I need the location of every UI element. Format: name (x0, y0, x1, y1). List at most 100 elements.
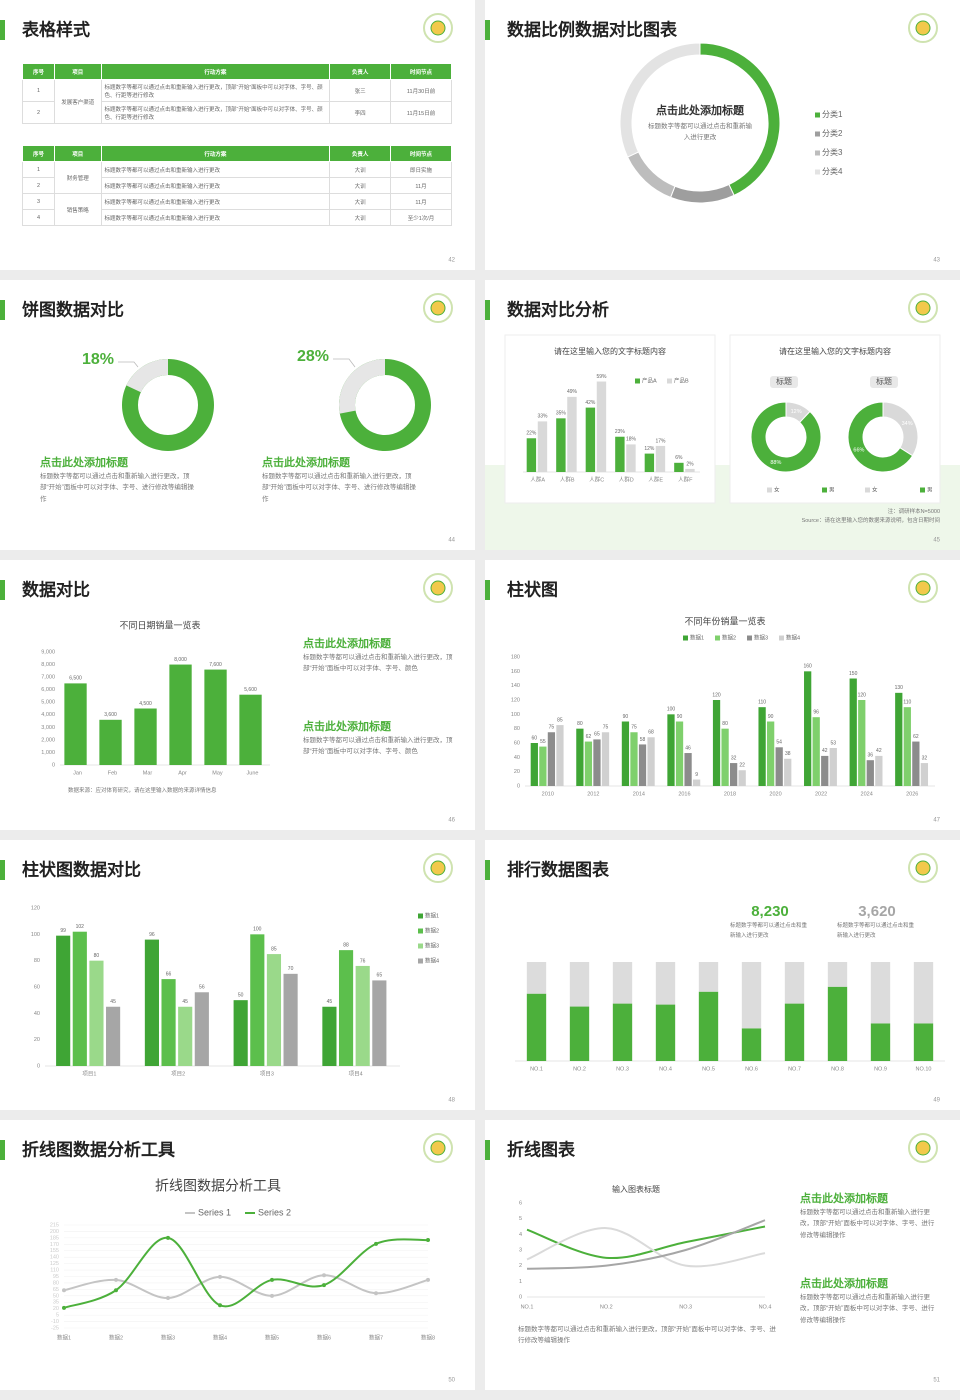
line-marker (218, 1274, 222, 1279)
title-accent (485, 20, 490, 40)
line-series (526, 1219, 766, 1270)
page-number: 43 (933, 258, 940, 264)
data-label: 102 (76, 924, 85, 930)
x-tick-label: NO.5 (702, 1066, 715, 1072)
bar (283, 973, 298, 1066)
y-tick-label: 3,000 (41, 725, 55, 731)
bar (638, 744, 647, 786)
data-label: 3,600 (104, 712, 117, 718)
cell: 销售策略 (54, 193, 102, 226)
slide-background (0, 280, 475, 550)
legend-label: 男 (927, 486, 933, 493)
bar (784, 1003, 805, 1061)
x-tick-label: 数据5 (265, 1333, 279, 1341)
x-tick-label: NO.10 (916, 1066, 932, 1072)
chart-title: 标题 (876, 376, 892, 386)
slide-background (485, 1120, 960, 1390)
data-label: 90 (623, 714, 629, 720)
slide-title: 饼图数据对比 (22, 299, 124, 319)
bar (912, 741, 920, 786)
legend-swatch (779, 635, 784, 641)
bar (767, 721, 775, 786)
cell: 11月30日前 (390, 79, 452, 102)
data-label: 53 (831, 740, 837, 746)
line-series (526, 1227, 766, 1268)
block-heading: 点击此处添加标题 (40, 457, 128, 469)
slide-title: 数据比例数据对比图表 (507, 19, 678, 39)
pie-slice (750, 401, 822, 473)
bar (647, 737, 655, 786)
data-label: 45 (327, 999, 333, 1005)
bar (64, 683, 87, 765)
bar (858, 700, 866, 786)
y-tick-label: 4 (519, 1232, 522, 1238)
line-marker (374, 1291, 378, 1296)
bar (526, 438, 537, 472)
data-label: 60 (532, 735, 538, 741)
data-label: 22 (739, 763, 745, 769)
bar (875, 755, 883, 786)
x-tick-label: NO.4 (759, 1304, 772, 1310)
bar (784, 962, 805, 1004)
bar (372, 980, 387, 1066)
block-body: 标题数字等都可以通过点击和重新输入进行更改，顶部“开始”面板中可以对字体、字号、… (800, 1294, 935, 1324)
legend-swatch (667, 378, 672, 384)
bar (537, 421, 548, 472)
y-tick-label: 50 (53, 1293, 59, 1299)
legend-swatch (767, 487, 772, 493)
legend-swatch (815, 131, 820, 137)
line-marker (270, 1277, 274, 1282)
block-body: 标题数字等都可以通过点击和重新输入进行更改，顶部“开始”面板中可以对字体、字号、… (800, 1209, 935, 1239)
data-label: 23% (615, 429, 626, 435)
bar (920, 763, 929, 786)
legend-label: 产品A (642, 376, 657, 384)
cell: 标题数字等都可以通过点击和重新输入进行更改 (100, 209, 331, 226)
data-label: 42 (822, 748, 828, 754)
bar (233, 1000, 248, 1066)
x-tick-label: NO.1 (521, 1304, 534, 1310)
data-label: 38 (785, 751, 791, 757)
legend-swatch (418, 928, 423, 934)
bar (730, 763, 738, 786)
title-accent (485, 300, 490, 320)
x-tick-label: 2010 (542, 791, 554, 797)
chart-title: 不同年份销量一览表 (684, 615, 765, 626)
bar (775, 747, 783, 786)
legend-label: 产品B (674, 376, 689, 384)
ring-label: 18% (82, 351, 114, 368)
y-tick-label: 20 (53, 1306, 59, 1312)
y-tick-label: 140 (50, 1255, 59, 1261)
bar (239, 694, 262, 765)
line-series (63, 1236, 429, 1309)
data-label: 75 (603, 725, 609, 731)
kpi-value: 8,230 (751, 903, 789, 920)
y-tick-label: 0 (52, 762, 55, 768)
bar (178, 1006, 193, 1066)
center-title: 点击此处添加标题 (656, 103, 745, 117)
y-tick-label: 6,000 (41, 687, 55, 693)
data-label: 7,600 (209, 662, 222, 668)
ring-value (126, 359, 168, 393)
logo-core (430, 20, 446, 36)
bar (698, 991, 719, 1061)
data-label: 75 (549, 725, 555, 731)
x-tick-label: 人群A (530, 475, 545, 483)
page-number: 50 (448, 1378, 455, 1384)
data-label: 120 (858, 692, 867, 698)
header-cell: 负责人 (329, 63, 392, 80)
data-label: 90 (677, 714, 683, 720)
page-number: 47 (933, 818, 940, 824)
cell: 大训 (329, 193, 392, 210)
y-tick-label: 60 (514, 740, 520, 746)
bar (56, 935, 71, 1066)
logo-core (430, 860, 446, 876)
y-tick-label: 180 (511, 654, 520, 660)
bar (827, 986, 848, 1061)
x-tick-label: NO.4 (659, 1066, 672, 1072)
kpi-text: 标题数字等都可以通过点击和重新输入进行更改 (730, 923, 808, 939)
data-label: 45 (182, 999, 188, 1005)
bar (194, 992, 209, 1066)
legend-label: 数据3 (754, 633, 768, 641)
data-label: 88% (770, 460, 781, 466)
data-label: 65 (594, 732, 600, 738)
